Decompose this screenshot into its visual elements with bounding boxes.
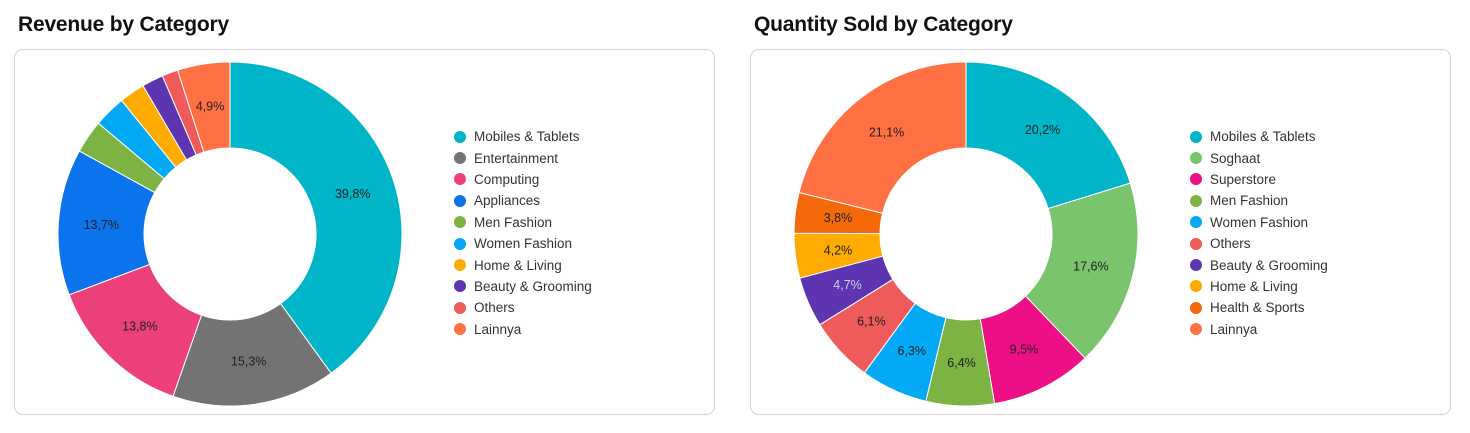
- legend-label: Entertainment: [474, 150, 559, 166]
- legend-label: Home & Living: [474, 257, 562, 273]
- slice-label-home-and-living: 4,2%: [824, 243, 853, 257]
- legend-item-beauty-and-grooming[interactable]: Beauty & Grooming: [1190, 254, 1328, 275]
- legend-item-home-and-living[interactable]: Home & Living: [1190, 276, 1328, 297]
- slice-lainnya[interactable]: [176, 61, 231, 153]
- legend-item-men-fashion[interactable]: Men Fashion: [1190, 190, 1328, 211]
- slice-label-health-and-sports: 3,8%: [824, 211, 853, 225]
- legend-item-mobiles-and-tablets[interactable]: Mobiles & Tablets: [1190, 126, 1328, 147]
- slice-label-women-fashion: 6,3%: [898, 344, 927, 358]
- legend-swatch: [1190, 301, 1202, 314]
- slice-label-appliances: 13,7%: [84, 218, 119, 232]
- legend-item-beauty-and-grooming[interactable]: Beauty & Grooming: [454, 276, 592, 297]
- slice-soghaat[interactable]: [1024, 182, 1139, 359]
- chart-title: Revenue by Category: [18, 13, 229, 36]
- legend-item-others[interactable]: Others: [454, 297, 592, 318]
- slice-lainnya[interactable]: [798, 61, 967, 214]
- slice-label-lainnya: 21,1%: [869, 125, 904, 139]
- legend-swatch: [454, 194, 466, 207]
- legend-swatch: [1190, 216, 1202, 229]
- legend-swatch: [1190, 173, 1202, 186]
- legend-label: Women Fashion: [474, 236, 573, 252]
- legend-label: Computing: [474, 171, 540, 187]
- legend-swatch: [1190, 194, 1202, 207]
- legend-item-men-fashion[interactable]: Men Fashion: [454, 212, 592, 233]
- chart-title: Quantity Sold by Category: [754, 13, 1013, 36]
- legend-label: Others: [1210, 236, 1251, 252]
- legend-swatch: [1190, 237, 1202, 250]
- legend-label: Soghaat: [1210, 150, 1261, 166]
- legend-label: Mobiles & Tablets: [474, 129, 580, 145]
- slice-label-mobiles-and-tablets: 39,8%: [335, 187, 370, 201]
- legend-label: Appliances: [474, 193, 541, 209]
- legend-label: Beauty & Grooming: [1210, 257, 1328, 273]
- legend-label: Lainnya: [474, 321, 522, 337]
- slice-label-soghaat: 17,6%: [1073, 259, 1108, 273]
- legend-label: Mobiles & Tablets: [1210, 129, 1316, 145]
- legend-item-women-fashion[interactable]: Women Fashion: [454, 233, 592, 254]
- legend-swatch: [1190, 152, 1202, 165]
- legend-swatch: [1190, 280, 1202, 293]
- legend-swatch: [454, 130, 466, 143]
- legend-swatch: [454, 237, 466, 250]
- legend-label: Others: [474, 300, 515, 316]
- legend-swatch: [454, 301, 466, 314]
- chart-legend: Mobiles & Tablets Entertainment Computing A…: [454, 126, 592, 340]
- legend-swatch: [1190, 323, 1202, 336]
- legend-item-entertainment[interactable]: Entertainment: [454, 147, 592, 168]
- legend-item-mobiles-and-tablets[interactable]: Mobiles & Tablets: [454, 126, 592, 147]
- legend-item-health-and-sports[interactable]: Health & Sports: [1190, 297, 1328, 318]
- legend-label: Beauty & Grooming: [474, 278, 592, 294]
- slice-label-entertainment: 15,3%: [231, 355, 266, 369]
- legend-item-others[interactable]: Others: [1190, 233, 1328, 254]
- chart-legend: Mobiles & Tablets Soghaat Superstore Men Fa…: [1190, 126, 1328, 340]
- donut-chart[interactable]: 20,2% 17,6% 9,5% 6,4% 6,3% 6,1% 4,7% 4,2% 3,8% 21…: [748, 0, 1453, 433]
- slice-label-others: 6,1%: [857, 315, 886, 329]
- legend-item-lainnya[interactable]: Lainnya: [454, 319, 592, 340]
- slice-label-men-fashion: 6,4%: [947, 356, 976, 370]
- slice-label-lainnya: 4,9%: [196, 100, 225, 114]
- legend-item-appliances[interactable]: Appliances: [454, 190, 592, 211]
- legend-swatch: [1190, 259, 1202, 272]
- slice-label-superstore: 9,5%: [1010, 342, 1038, 356]
- legend-label: Home & Living: [1210, 278, 1298, 294]
- legend-swatch: [454, 323, 466, 336]
- legend-item-computing[interactable]: Computing: [454, 169, 592, 190]
- slice-label-computing: 13,8%: [122, 319, 157, 333]
- legend-swatch: [1190, 130, 1202, 143]
- legend-label: Men Fashion: [474, 214, 553, 230]
- slice-label-beauty-and-grooming: 4,7%: [833, 278, 862, 292]
- legend-swatch: [454, 173, 466, 186]
- legend-item-soghaat[interactable]: Soghaat: [1190, 147, 1328, 168]
- legend-label: Superstore: [1210, 171, 1277, 187]
- slice-label-mobiles-and-tablets: 20,2%: [1025, 123, 1060, 137]
- revenue-chart-panel: Revenue by Category 39,8% 15,3% 13,8% 13,7%…: [12, 0, 717, 433]
- slice-mobiles-and-tablets[interactable]: [229, 61, 403, 374]
- legend-label: Women Fashion: [1210, 214, 1309, 230]
- legend-label: Lainnya: [1210, 321, 1258, 337]
- legend-swatch: [454, 280, 466, 293]
- legend-item-women-fashion[interactable]: Women Fashion: [1190, 212, 1328, 233]
- legend-label: Men Fashion: [1210, 193, 1289, 209]
- legend-label: Health & Sports: [1210, 300, 1305, 316]
- legend-item-home-and-living[interactable]: Home & Living: [454, 254, 592, 275]
- legend-swatch: [454, 259, 466, 272]
- slice-entertainment[interactable]: [172, 302, 332, 407]
- slice-mobiles-and-tablets[interactable]: [965, 61, 1131, 210]
- legend-item-superstore[interactable]: Superstore: [1190, 169, 1328, 190]
- legend-item-lainnya[interactable]: Lainnya: [1190, 319, 1328, 340]
- legend-swatch: [454, 152, 466, 165]
- donut-chart[interactable]: 39,8% 15,3% 13,8% 13,7% 4,9%: [12, 0, 717, 433]
- quantity-chart-panel: Quantity Sold by Category 20,2% 17,6% 9,5%…: [748, 0, 1453, 433]
- legend-swatch: [454, 216, 466, 229]
